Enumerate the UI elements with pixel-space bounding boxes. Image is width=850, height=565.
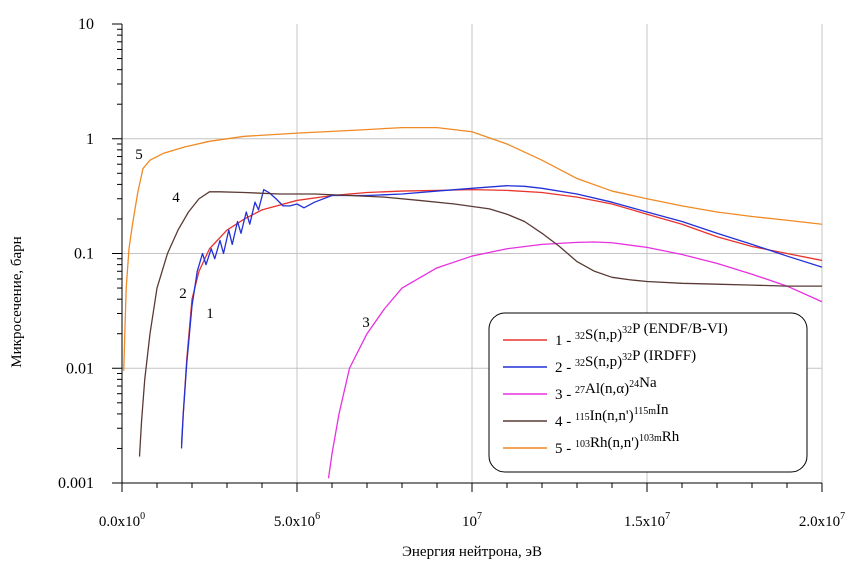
series-line-3 [327,241,823,479]
series-line-4 [138,191,822,457]
y-axis-title: Микросечение, барн [9,236,25,367]
series-line-5 [123,126,823,371]
series-line-1 [180,189,823,444]
y-tick-label: 1 [86,131,94,148]
legend-entry-5: 5 - 103Rh(n,n')103mRh [555,429,680,457]
y-tick-label: 0.001 [58,475,94,492]
curve-label-5: 5 [135,147,143,163]
curve-label-1: 1 [206,306,214,322]
y-tick-label: 0.1 [74,246,94,263]
x-tick-label: 1.5x107 [624,511,670,530]
y-tick-label: 10 [78,16,94,33]
legend-entry-2: 2 - 32S(n,p)32P (IRDFF) [555,348,696,376]
series-line-2 [180,185,823,449]
curve-label-4: 4 [172,190,180,206]
curve-label-2: 2 [179,286,187,302]
legend-entry-3: 3 - 27Al(n,α)24Na [555,375,657,403]
curve-labels: 1 2 3 4 5 [135,147,370,331]
axes: 0.001 0.01 0.1 1 10 0.0x100 5.0x106 107 1.5x107 2… [58,16,845,530]
y-tick-label: 0.01 [66,360,94,377]
legend-entry-1: 1 - 32S(n,p)32P (ENDF/B-VI) [555,321,728,349]
x-tick-label: 5.0x106 [274,511,320,530]
series-group [123,126,823,479]
x-tick-label: 107 [462,511,482,530]
legend-entry-4: 4 - 115In(n,n')115mIn [555,402,669,430]
x-axis-title: Энергия нейтрона, эВ [402,544,542,560]
curve-label-3: 3 [362,315,370,331]
legend-box [488,312,808,473]
x-tick-label: 2.0x107 [799,511,845,530]
x-tick-label: 0.0x100 [99,511,145,530]
legend: 1 - 32S(n,p)32P (ENDF/B-VI)2 - 32S(n,p)3… [488,312,808,473]
